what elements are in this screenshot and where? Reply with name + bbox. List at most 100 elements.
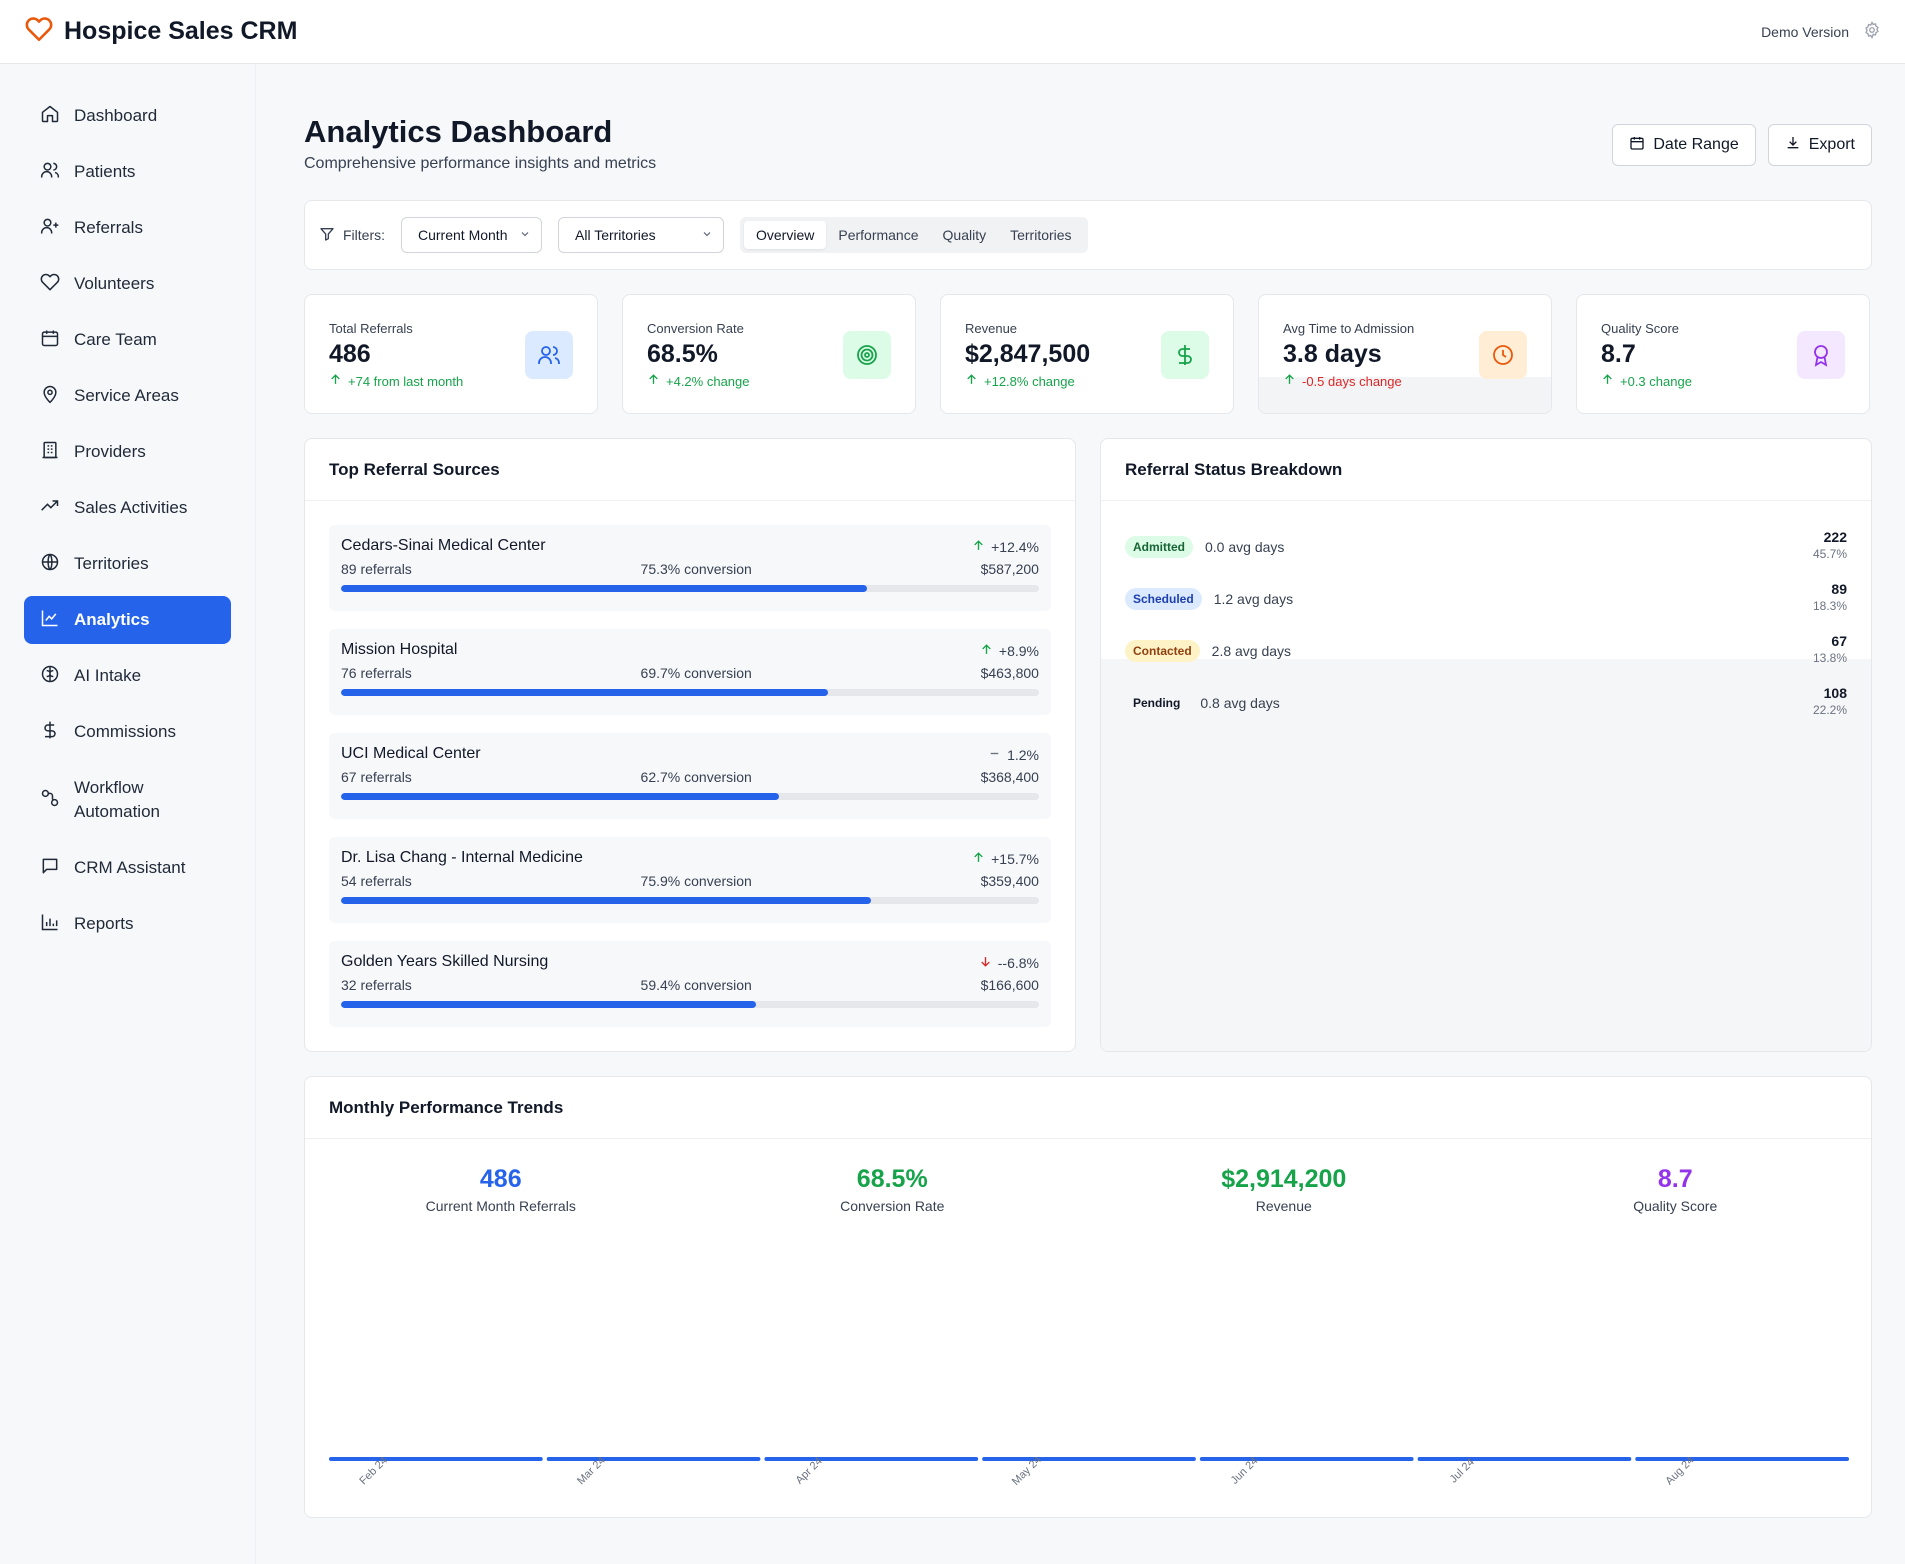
chart-x-tick-label: May 24: [1010, 1457, 1044, 1488]
kpi-card-avg-time-to-admission: Avg Time to Admission 3.8 days -0.5 days…: [1258, 294, 1552, 414]
filter-icon: [319, 226, 335, 245]
conversion-bar-track: [341, 897, 1039, 904]
source-conversion: 75.3% conversion: [640, 561, 752, 577]
trend-stat-label: Current Month Referrals: [425, 1198, 576, 1214]
chart-x-tick-label: Apr 24: [793, 1457, 824, 1487]
trend-stat: $2,914,200 Revenue: [1088, 1165, 1480, 1214]
referral-source-item[interactable]: Mission Hospital +8.9% 76 referrals 69.7% c…: [329, 629, 1051, 715]
download-icon: [1785, 135, 1801, 156]
message-icon: [40, 856, 60, 881]
sidebar-item-label: Providers: [74, 442, 146, 461]
source-conversion: 62.7% conversion: [640, 769, 752, 785]
top-referral-sources-card: Top Referral Sources Cedars-Sinai Medica…: [304, 438, 1076, 1052]
source-conversion: 75.9% conversion: [640, 873, 752, 889]
sidebar-item-patients[interactable]: Patients: [24, 148, 231, 196]
clock-icon: [1479, 331, 1527, 379]
conversion-bar-fill: [341, 1001, 756, 1008]
sidebar-item-crm-assistant[interactable]: CRM Assistant: [24, 844, 231, 892]
source-name: Dr. Lisa Chang - Internal Medicine: [341, 849, 583, 866]
territory-select[interactable]: All Territories: [558, 217, 724, 253]
source-name: Mission Hospital: [341, 641, 458, 658]
status-count: 67: [1831, 633, 1847, 649]
user-plus-icon: [40, 216, 60, 241]
source-referrals: 67 referrals: [341, 769, 412, 785]
status-avg-days: 0.0 avg days: [1205, 539, 1285, 555]
kpi-label: Conversion Rate: [647, 321, 744, 336]
kpi-label: Quality Score: [1601, 321, 1680, 336]
arrow-up-icon: [647, 373, 660, 389]
sidebar-item-label: Referrals: [74, 218, 143, 237]
referral-source-list: Cedars-Sinai Medical Center +12.4% 89 refe…: [305, 501, 1075, 1027]
heart-icon: [40, 272, 60, 297]
conversion-bar-fill: [341, 793, 779, 800]
status-percent: 45.7%: [1812, 547, 1847, 561]
conversion-bar-track: [341, 1001, 1039, 1008]
brand[interactable]: Hospice Sales CRM: [24, 15, 297, 48]
globe-icon: [40, 552, 60, 577]
trend-stat-label: Quality Score: [1633, 1198, 1718, 1214]
conversion-bar-track: [341, 793, 1039, 800]
tab-territories[interactable]: Territories: [1010, 227, 1072, 243]
sidebar-item-label: CRM Assistant: [74, 858, 186, 877]
users-icon: [40, 160, 60, 185]
sidebar-item-label: Workflow Automation: [74, 778, 160, 821]
calendar-icon: [1629, 135, 1645, 156]
source-trend: 1.2%: [988, 747, 1039, 763]
kpi-card-conversion-rate: Conversion Rate 68.5% +4.2% change: [622, 294, 916, 414]
source-referrals: 89 referrals: [341, 561, 412, 577]
sidebar-item-providers[interactable]: Providers: [24, 428, 231, 476]
monthly-trends-card: Monthly Performance Trends 486 Current M…: [304, 1076, 1872, 1518]
line-chart-icon: [40, 608, 60, 633]
status-count: 108: [1823, 685, 1847, 701]
sidebar-item-workflow-automation[interactable]: Workflow Automation: [24, 764, 231, 836]
sidebar-item-analytics[interactable]: Analytics: [24, 596, 231, 644]
status-count: 89: [1831, 581, 1847, 597]
sidebar-item-label: Analytics: [74, 610, 150, 629]
sidebar-item-label: Territories: [74, 554, 149, 573]
sidebar-item-care-team[interactable]: Care Team: [24, 316, 231, 364]
kpi-value: $2,847,500: [965, 340, 1091, 368]
sidebar-item-service-areas[interactable]: Service Areas: [24, 372, 231, 420]
sidebar-item-territories[interactable]: Territories: [24, 540, 231, 588]
sidebar-item-commissions[interactable]: Commissions: [24, 708, 231, 756]
export-button[interactable]: Export: [1767, 124, 1872, 166]
status-avg-days: 2.8 avg days: [1211, 643, 1292, 659]
source-revenue: $587,200: [980, 561, 1039, 577]
arrow-up-icon: [980, 643, 993, 659]
source-referrals: 32 referrals: [341, 977, 412, 993]
sidebar-item-referrals[interactable]: Referrals: [24, 204, 231, 252]
referral-source-item[interactable]: UCI Medical Center 1.2% 67 referrals 62.7% …: [329, 733, 1051, 819]
tab-overview[interactable]: Overview: [744, 221, 827, 249]
source-trend: +8.9%: [980, 643, 1039, 659]
kpi-label: Avg Time to Admission: [1283, 321, 1415, 336]
chart-bar: [1199, 1457, 1414, 1461]
conversion-bar-fill: [341, 689, 828, 696]
trend-stat-label: Conversion Rate: [840, 1198, 945, 1214]
kpi-change: +4.2% change: [647, 373, 891, 389]
page-title: Analytics Dashboard: [304, 114, 613, 149]
kpi-value: 68.5%: [647, 340, 718, 368]
sidebar-item-reports[interactable]: Reports: [24, 900, 231, 948]
map-pin-icon: [40, 384, 60, 409]
tab-performance[interactable]: Performance: [838, 227, 919, 243]
gear-icon[interactable]: [1863, 21, 1881, 42]
bar-chart-icon: [40, 912, 60, 937]
sidebar-item-label: Patients: [74, 162, 136, 181]
period-select[interactable]: Current Month: [401, 217, 542, 253]
chevron-down-icon: [519, 227, 531, 243]
referral-source-item[interactable]: Dr. Lisa Chang - Internal Medicine +15.7%…: [329, 837, 1051, 923]
sidebar-item-volunteers[interactable]: Volunteers: [24, 260, 231, 308]
tab-quality[interactable]: Quality: [942, 227, 987, 243]
dollar-icon: [40, 720, 60, 745]
version-label: Demo Version: [1761, 23, 1849, 40]
sidebar-item-ai-intake[interactable]: AI Intake: [24, 652, 231, 700]
arrow-up-icon: [329, 373, 342, 389]
chart-bar: [1417, 1457, 1632, 1461]
referral-source-item[interactable]: Cedars-Sinai Medical Center +12.4% 89 refe…: [329, 525, 1051, 611]
sidebar-item-dashboard[interactable]: Dashboard: [24, 92, 231, 140]
chart-x-tick-label: Jul 24: [1448, 1457, 1477, 1486]
dollar-icon: [1161, 331, 1209, 379]
referral-source-item[interactable]: Golden Years Skilled Nursing --6.8% 32 ref…: [329, 941, 1051, 1027]
date-range-button[interactable]: Date Range: [1612, 124, 1756, 166]
sidebar-item-sales-activities[interactable]: Sales Activities: [24, 484, 231, 532]
